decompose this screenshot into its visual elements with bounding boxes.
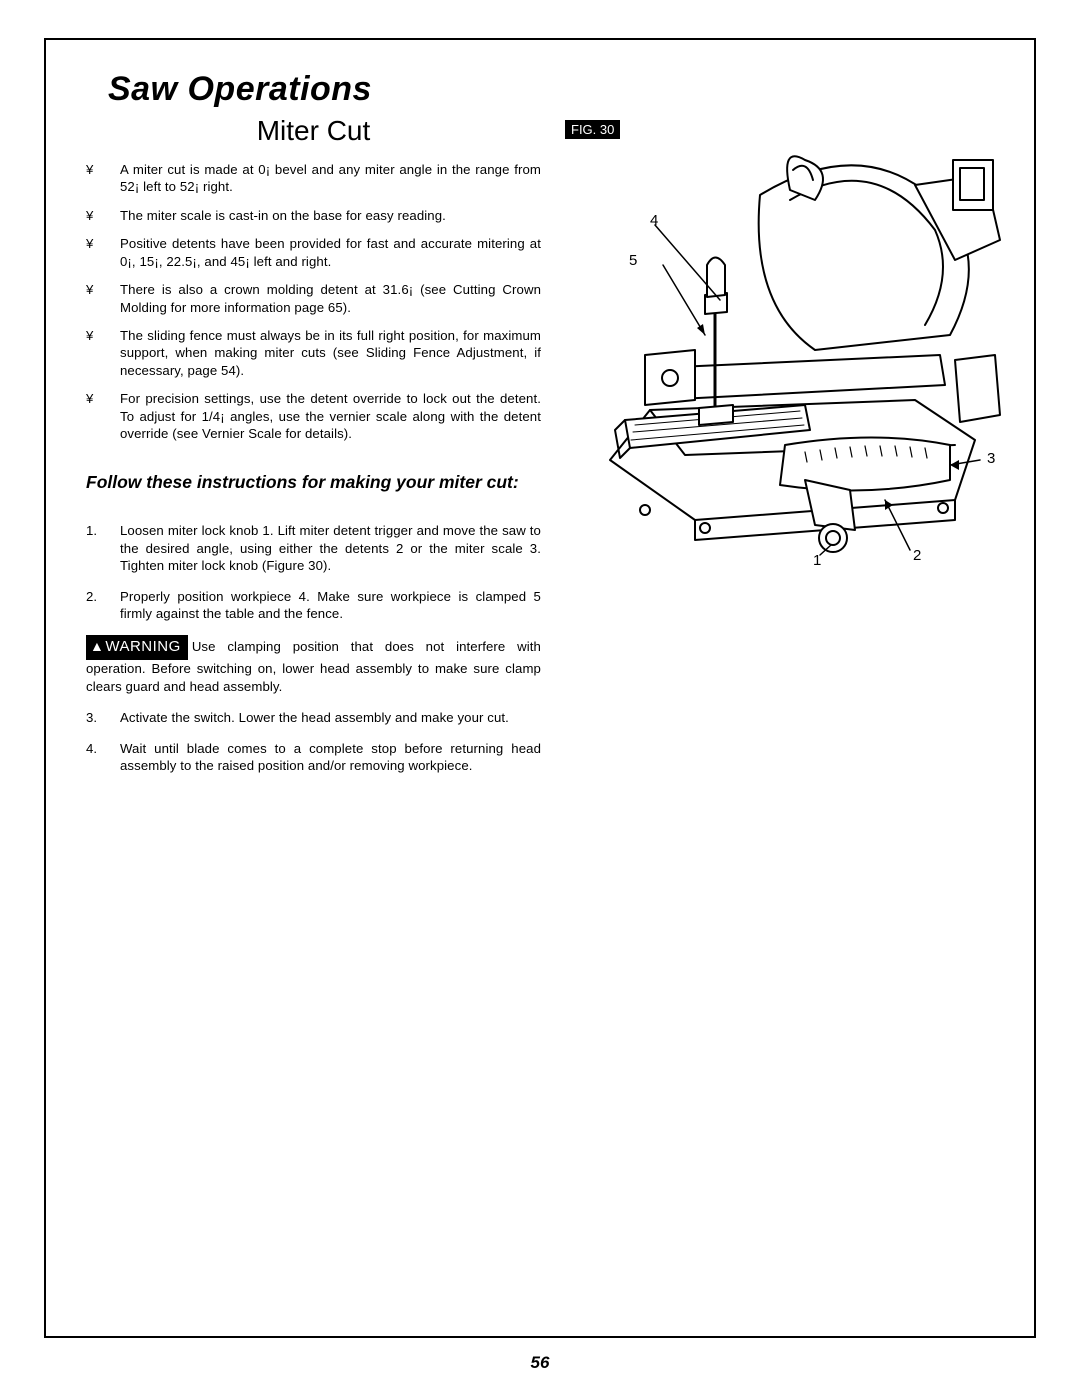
manual-page: Saw Operations Miter Cut ¥A miter cut is… <box>0 0 1080 1397</box>
list-item: 2.Properly position workpiece 4. Make su… <box>86 588 541 623</box>
bullet-text: The miter scale is cast-in on the base f… <box>120 207 541 224</box>
miter-saw-diagram: 4 5 3 2 1 <box>555 100 1015 570</box>
bullet-marker: ¥ <box>86 161 120 196</box>
right-column: FIG. 30 <box>565 70 1002 788</box>
steps-list-b: 3.Activate the switch. Lower the head as… <box>86 709 541 774</box>
saw-illustration <box>555 100 1015 570</box>
warning-icon: ▲ <box>90 638 104 654</box>
list-item: ¥The miter scale is cast-in on the base … <box>86 207 541 224</box>
bullet-text: For precision settings, use the detent o… <box>120 390 541 442</box>
section-subheading: Miter Cut <box>86 115 541 147</box>
list-item: 1.Loosen miter lock knob 1. Lift miter d… <box>86 522 541 574</box>
list-item: 3.Activate the switch. Lower the head as… <box>86 709 541 726</box>
callout-4: 4 <box>650 212 658 229</box>
bullet-marker: ¥ <box>86 327 120 379</box>
step-number: 4. <box>86 740 120 775</box>
list-item: 4.Wait until blade comes to a complete s… <box>86 740 541 775</box>
page-number: 56 <box>0 1353 1080 1373</box>
bullet-text: Positive detents have been provided for … <box>120 235 541 270</box>
bullet-marker: ¥ <box>86 390 120 442</box>
step-text: Wait until blade comes to a complete sto… <box>120 740 541 775</box>
step-text: Loosen miter lock knob 1. Lift miter det… <box>120 522 541 574</box>
page-frame: Saw Operations Miter Cut ¥A miter cut is… <box>44 38 1036 1338</box>
step-number: 2. <box>86 588 120 623</box>
feature-bullets: ¥A miter cut is made at 0¡ bevel and any… <box>86 161 541 442</box>
step-number: 3. <box>86 709 120 726</box>
callout-5: 5 <box>629 252 637 269</box>
step-text: Properly position workpiece 4. Make sure… <box>120 588 541 623</box>
callout-3: 3 <box>987 450 995 467</box>
warning-label: WARNING <box>105 638 180 655</box>
steps-list-a: 1.Loosen miter lock knob 1. Lift miter d… <box>86 522 541 622</box>
warning-badge: ▲WARNING <box>86 635 188 659</box>
list-item: ¥Positive detents have been provided for… <box>86 235 541 270</box>
list-item: ¥A miter cut is made at 0¡ bevel and any… <box>86 161 541 196</box>
callout-2: 2 <box>913 547 921 564</box>
bullet-text: There is also a crown molding detent at … <box>120 281 541 316</box>
list-item: ¥For precision settings, use the detent … <box>86 390 541 442</box>
bullet-marker: ¥ <box>86 281 120 316</box>
step-text: Activate the switch. Lower the head asse… <box>120 709 541 726</box>
callout-1: 1 <box>813 552 821 569</box>
bullet-marker: ¥ <box>86 207 120 224</box>
warning-block: ▲WARNINGUse clamping position that does … <box>86 635 541 695</box>
bullet-text: The sliding fence must always be in its … <box>120 327 541 379</box>
bullet-marker: ¥ <box>86 235 120 270</box>
instructions-heading: Follow these instructions for making you… <box>86 472 541 494</box>
section-heading: Saw Operations <box>108 70 541 109</box>
list-item: ¥There is also a crown molding detent at… <box>86 281 541 316</box>
left-column: Saw Operations Miter Cut ¥A miter cut is… <box>86 70 541 788</box>
two-column-layout: Saw Operations Miter Cut ¥A miter cut is… <box>86 70 1002 788</box>
list-item: ¥The sliding fence must always be in its… <box>86 327 541 379</box>
bullet-text: A miter cut is made at 0¡ bevel and any … <box>120 161 541 196</box>
step-number: 1. <box>86 522 120 574</box>
